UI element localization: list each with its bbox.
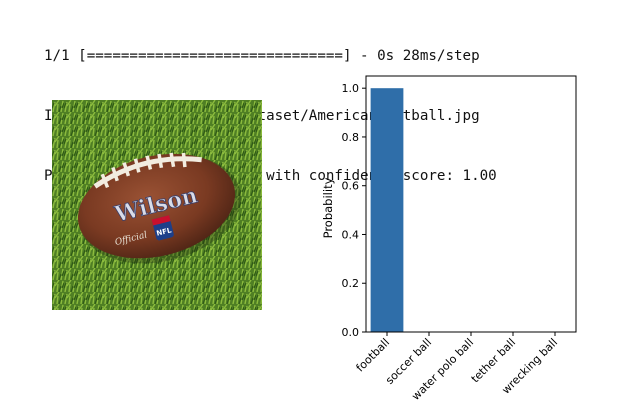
- bar-football: [370, 88, 404, 332]
- plot-frame: [365, 75, 577, 333]
- y-tick-label: 0.4: [342, 228, 360, 241]
- y-tick-label: 0.0: [342, 326, 360, 339]
- y-tick-label: 0.8: [342, 131, 360, 144]
- svg-text:NFL: NFL: [156, 226, 173, 238]
- y-tick-label: 1.0: [342, 82, 360, 95]
- y-tick-label: 0.6: [342, 180, 360, 193]
- input-image: Wilson NFL Official: [52, 100, 262, 310]
- y-axis-label: Probability: [321, 177, 335, 238]
- progress-line: 1/1 [==============================] - 0…: [44, 48, 480, 64]
- football-on-grass-image: Wilson NFL Official: [52, 100, 262, 310]
- y-tick-label: 0.2: [342, 277, 360, 290]
- x-tick-label: football: [354, 336, 393, 375]
